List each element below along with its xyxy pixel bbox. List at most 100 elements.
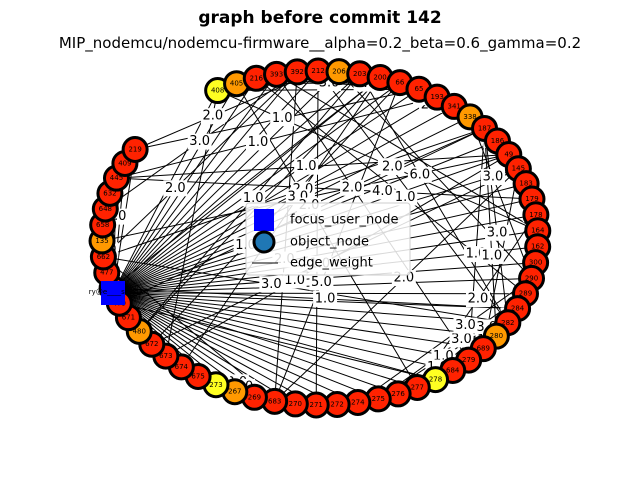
- object-node-label: 135: [95, 237, 108, 245]
- edge-focus-279: [112, 292, 469, 361]
- object-node-label: 269: [248, 393, 261, 401]
- legend-object-label: object_node: [290, 235, 369, 250]
- edge-weight-label-bg: [340, 179, 365, 196]
- edge-weight-label-text: 6.0: [410, 167, 431, 182]
- focus-user-node-label: ry@e____s.org.uk: [89, 288, 150, 296]
- object-node-label: 684: [446, 366, 460, 374]
- edge-weight-label-text: 5.0: [311, 275, 332, 290]
- edge-282-662: [103, 256, 508, 324]
- edge-weight-label-text: 3.0: [455, 318, 476, 333]
- object-node-label: 162: [531, 243, 544, 251]
- edge-weight-label-text: 1.0: [272, 111, 293, 126]
- edge-weight-label-bg: [163, 180, 188, 197]
- object-node-label: 193: [430, 93, 443, 101]
- object-node-label: 65: [415, 85, 424, 93]
- edge-focus-689: [112, 292, 484, 350]
- object-node-label: 186: [491, 137, 505, 145]
- edge-weight-label-bg: [485, 224, 510, 241]
- edge-focus-282: [112, 292, 508, 324]
- object-node-label: 187: [478, 124, 491, 132]
- edge-weight-label-text: 1.0: [481, 248, 502, 263]
- object-node-label: 662: [97, 253, 110, 261]
- edge-278-479: [119, 302, 436, 381]
- object-node-label: 393: [270, 70, 283, 78]
- edge-weight-label-text: 2.0: [468, 292, 489, 307]
- object-node-label: 279: [462, 356, 475, 364]
- edge-weight-label-bg: [449, 331, 474, 348]
- object-node-label: 203: [353, 70, 366, 78]
- edge-445-193: [116, 96, 438, 179]
- edge-weight-label: 1.0: [393, 189, 418, 206]
- legend-edge-label: edge_weight: [290, 256, 373, 271]
- object-node-label: 200: [373, 73, 386, 81]
- edge-667-200: [111, 77, 381, 289]
- object-node-label: 673: [159, 352, 172, 360]
- edge-weight-label-bg: [453, 317, 478, 334]
- legend-object-marker: [252, 230, 276, 254]
- object-node-label: 276: [391, 390, 405, 398]
- edge-weight-label-bg: [465, 291, 490, 308]
- edge-weight-label: 3.0: [449, 331, 474, 348]
- edge-focus-393: [112, 74, 277, 294]
- object-node-label: 271: [310, 401, 323, 409]
- edge-weight-label-bg: [479, 247, 504, 264]
- edge-290-206: [338, 71, 532, 279]
- object-node-circle: [121, 136, 149, 164]
- legend: focus_user_node object_node edge_weight: [245, 202, 411, 276]
- edge-weight-label-text: 1.0: [284, 273, 305, 288]
- edge-focus-684: [112, 292, 453, 371]
- object-node-label: 270: [289, 400, 302, 408]
- object-node-label: 178: [529, 211, 542, 219]
- edge-392-662: [103, 71, 298, 258]
- object-node-label: 183: [519, 180, 532, 188]
- edge-focus-206: [112, 71, 340, 294]
- object-node-label: 145: [512, 165, 525, 173]
- object-node-label: 683: [268, 397, 281, 405]
- edge-weight-label-bg: [380, 159, 405, 176]
- object-node-label: 275: [372, 395, 385, 403]
- edge-274-290: [357, 277, 532, 403]
- legend-focus-label: focus_user_node: [290, 213, 399, 228]
- edge-weight-label: 1.0: [294, 158, 319, 175]
- object-node-683: 683: [261, 387, 289, 415]
- edge-weight-label-bg: [241, 190, 266, 207]
- edge-focus-272: [112, 292, 338, 405]
- edge-weight-label-text: 1.0: [296, 159, 317, 174]
- edge-focus-270: [112, 292, 296, 405]
- edge-weight-label: 3.0: [485, 224, 510, 241]
- edge-weight-label-bg: [313, 290, 338, 307]
- edge-weight-label-text: 2.0: [165, 181, 186, 196]
- chart-title: graph before commit 142: [198, 8, 442, 28]
- edge-weight-label-text: 4.0: [372, 184, 393, 199]
- edge-weight-label: 1.0: [479, 247, 504, 264]
- object-node-label: 675: [191, 372, 204, 380]
- edge-weight-label: 2.0: [340, 179, 365, 196]
- edge-weight-label-bg: [393, 189, 418, 206]
- edge-weight-label: 4.0: [370, 183, 395, 200]
- edge-weight-label-bg: [245, 134, 270, 151]
- edge-393-164: [276, 73, 539, 232]
- object-node-label: 671: [122, 314, 135, 322]
- edge-focus-65: [112, 88, 420, 294]
- object-node-label: 280: [490, 332, 503, 340]
- edge-weight-label-text: 3.0: [487, 225, 508, 240]
- edge-weight-label: 3.0: [259, 276, 284, 293]
- edge-weight-label-bg: [200, 108, 225, 125]
- edge-focus-277: [112, 292, 418, 388]
- object-node-label: 216: [250, 74, 264, 82]
- edge-weight-label-text: 1.0: [248, 135, 269, 150]
- object-node-label: 219: [128, 146, 141, 154]
- object-node-label: 445: [110, 174, 123, 182]
- legend-box: [245, 202, 411, 276]
- edge-weight-label: 3.0: [453, 317, 478, 334]
- edge-weight-label-text: 2.0: [203, 109, 224, 124]
- object-node-label: 480: [133, 327, 146, 335]
- edge-focus-212: [112, 70, 319, 294]
- focus-user-node: [101, 281, 125, 305]
- edge-weight-label-bg: [187, 133, 212, 150]
- object-node-label: 212: [311, 67, 324, 75]
- object-node-label: 648: [99, 205, 112, 213]
- edge-weight-label: 3.0: [187, 133, 212, 150]
- edge-weight-label: 1.0: [270, 110, 295, 127]
- edge-weight-label-bg: [270, 110, 295, 127]
